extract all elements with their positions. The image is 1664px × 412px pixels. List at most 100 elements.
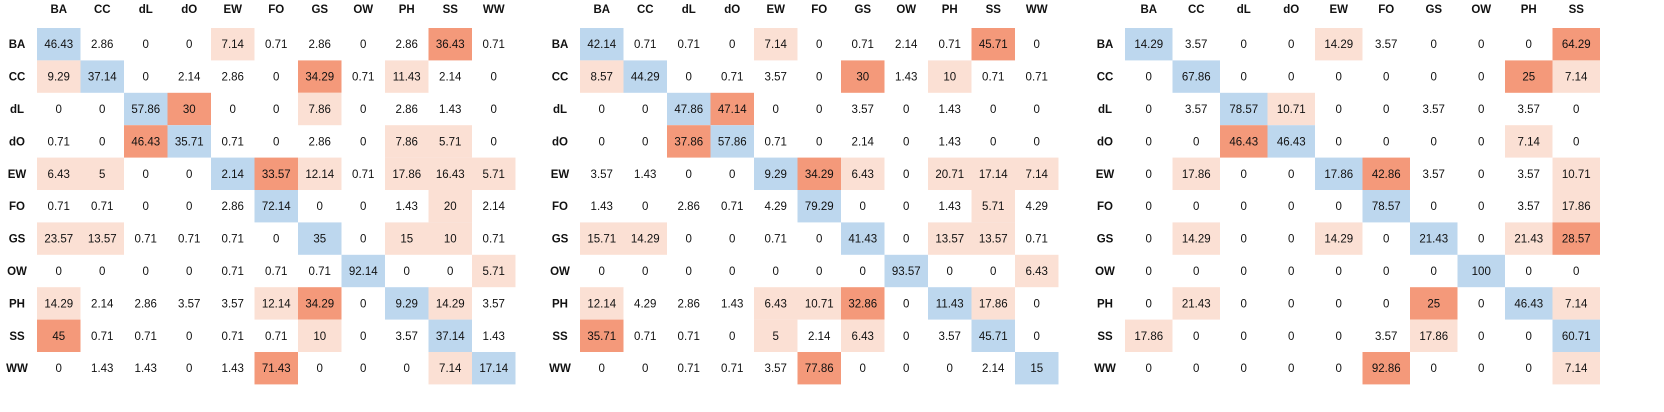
cell-value: 3.57 bbox=[939, 331, 961, 343]
cell-value: 15.71 bbox=[587, 234, 616, 246]
cell-value: 0 bbox=[1336, 136, 1342, 148]
heatmap-cell bbox=[1220, 92, 1268, 126]
heatmap-cell bbox=[298, 319, 342, 352]
cell-value: 0.71 bbox=[765, 234, 787, 246]
cell-value: 17.86 bbox=[392, 169, 421, 181]
cell-value: 16.43 bbox=[436, 169, 465, 181]
cell-value: 10.71 bbox=[805, 298, 834, 310]
cell-value: 2.14 bbox=[483, 201, 506, 213]
cell-value: 0.71 bbox=[483, 39, 505, 51]
cell-value: 0.71 bbox=[222, 266, 244, 278]
cell-value: 67.86 bbox=[1182, 72, 1211, 84]
cell-value: 0 bbox=[1146, 201, 1152, 213]
column-header: EW bbox=[223, 4, 242, 16]
column-header: BA bbox=[50, 4, 67, 16]
cell-value: 25 bbox=[1427, 298, 1440, 310]
row-header: BA bbox=[9, 39, 26, 51]
heatmap-cell bbox=[167, 125, 211, 158]
column-header: dL bbox=[139, 4, 153, 16]
cell-value: 1.43 bbox=[439, 104, 461, 116]
cell-value: 71.43 bbox=[262, 363, 291, 375]
row-header: dL bbox=[1098, 104, 1112, 116]
cell-value: 0 bbox=[1526, 331, 1532, 343]
cell-value: 0 bbox=[947, 266, 953, 278]
heatmap-cell bbox=[385, 125, 429, 158]
cell-value: 0 bbox=[1431, 72, 1437, 84]
row-header: BA bbox=[552, 39, 569, 51]
heatmap-cell bbox=[1410, 287, 1458, 320]
cell-value: 17.86 bbox=[1324, 169, 1353, 181]
cell-value: 8.57 bbox=[591, 72, 613, 84]
column-header: PH bbox=[1521, 4, 1537, 16]
cell-value: 15 bbox=[400, 234, 413, 246]
cell-value: 36.43 bbox=[436, 39, 465, 51]
cell-value: 0 bbox=[816, 136, 822, 148]
column-header: dO bbox=[1283, 4, 1299, 16]
cell-value: 0 bbox=[642, 363, 648, 375]
cell-value: 0 bbox=[990, 136, 996, 148]
heatmap-cell bbox=[710, 92, 754, 126]
cell-value: 0 bbox=[1336, 104, 1342, 116]
cell-value: 77.86 bbox=[805, 363, 834, 375]
column-header: dL bbox=[1237, 4, 1251, 16]
row-header: dO bbox=[552, 136, 568, 148]
cell-value: 0 bbox=[903, 234, 909, 246]
cell-value: 2.14 bbox=[439, 72, 462, 84]
row-header: dO bbox=[9, 136, 25, 148]
heatmap-cell bbox=[754, 28, 798, 61]
cell-value: 0 bbox=[317, 363, 323, 375]
cell-value: 3.57 bbox=[396, 331, 418, 343]
heatmap-cell bbox=[37, 157, 81, 190]
cell-value: 0 bbox=[860, 363, 866, 375]
cell-value: 0 bbox=[1288, 72, 1294, 84]
cell-value: 0 bbox=[1288, 298, 1294, 310]
cell-value: 10 bbox=[943, 72, 956, 84]
row-header: CC bbox=[1097, 72, 1114, 84]
cell-value: 0 bbox=[230, 104, 236, 116]
cell-value: 0 bbox=[360, 234, 366, 246]
cell-value: 0 bbox=[143, 201, 149, 213]
cell-value: 0 bbox=[99, 136, 105, 148]
row-header: EW bbox=[551, 169, 570, 181]
cell-value: 0 bbox=[360, 136, 366, 148]
cell-value: 0 bbox=[447, 266, 453, 278]
cell-value: 0 bbox=[1478, 169, 1484, 181]
cell-value: 0 bbox=[1241, 72, 1247, 84]
row-header: WW bbox=[549, 363, 571, 375]
heatmap-cell bbox=[37, 28, 81, 61]
cell-value: 0 bbox=[1193, 136, 1199, 148]
heatmap-cell bbox=[1362, 352, 1410, 385]
cell-value: 2.86 bbox=[135, 298, 157, 310]
cell-value: 35 bbox=[313, 234, 326, 246]
heatmap-cell bbox=[928, 222, 972, 255]
cell-value: 2.86 bbox=[91, 39, 113, 51]
cell-value: 0 bbox=[816, 39, 822, 51]
cell-value: 0 bbox=[686, 72, 692, 84]
column-header: SS bbox=[443, 4, 459, 16]
column-header: FO bbox=[268, 4, 284, 16]
cell-value: 0 bbox=[1193, 331, 1199, 343]
cell-value: 0 bbox=[1573, 104, 1579, 116]
row-header: FO bbox=[1097, 201, 1113, 213]
cell-value: 0 bbox=[1241, 39, 1247, 51]
heatmap-cell bbox=[298, 157, 342, 190]
cell-value: 3.57 bbox=[765, 363, 787, 375]
cell-value: 6.43 bbox=[1026, 266, 1048, 278]
cell-value: 1.43 bbox=[634, 169, 656, 181]
cell-value: 1.43 bbox=[721, 298, 743, 310]
cell-value: 0 bbox=[186, 39, 192, 51]
cell-value: 7.14 bbox=[1518, 136, 1541, 148]
cell-value: 0 bbox=[1146, 234, 1152, 246]
cell-value: 0 bbox=[729, 331, 735, 343]
cell-value: 0 bbox=[1034, 331, 1040, 343]
cell-value: 0 bbox=[1431, 39, 1437, 51]
cell-value: 0.71 bbox=[309, 266, 331, 278]
cell-value: 0 bbox=[1146, 298, 1152, 310]
heatmap-cell bbox=[623, 222, 667, 255]
cell-value: 0 bbox=[491, 136, 497, 148]
heatmap-cell bbox=[1552, 60, 1600, 93]
heatmap-cell bbox=[385, 222, 429, 255]
column-header: BA bbox=[1140, 4, 1157, 16]
cell-value: 60.71 bbox=[1562, 331, 1591, 343]
cell-value: 0 bbox=[1241, 234, 1247, 246]
